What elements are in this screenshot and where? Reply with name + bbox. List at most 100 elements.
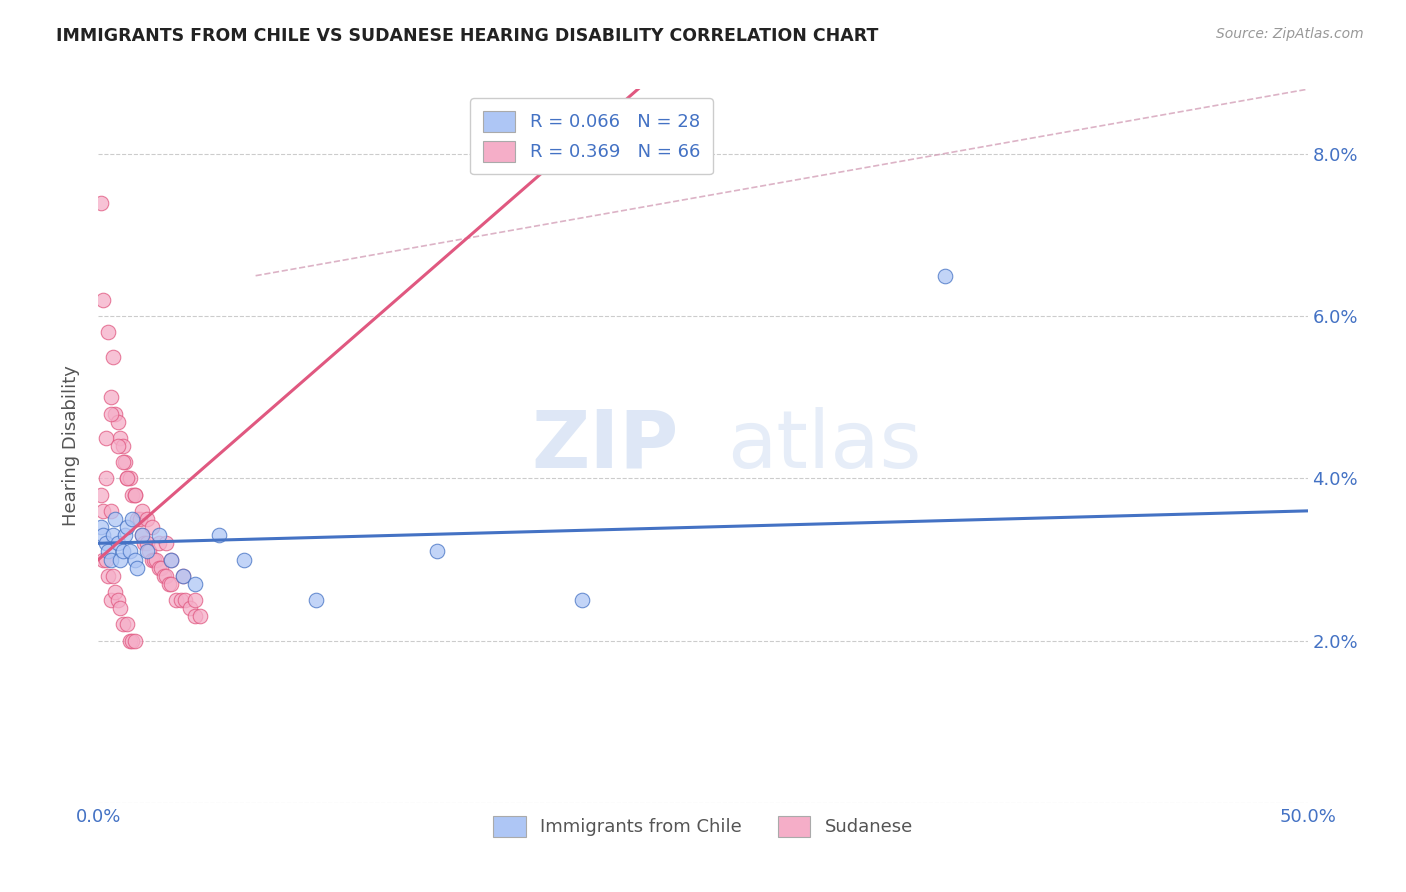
Point <box>188 609 211 624</box>
Point <box>118 633 141 648</box>
Point <box>172 568 194 582</box>
Point <box>104 407 127 421</box>
Point <box>91 504 114 518</box>
Point <box>100 552 122 566</box>
Text: IMMIGRANTS FROM CHILE VS SUDANESE HEARING DISABILITY CORRELATION CHART: IMMIGRANTS FROM CHILE VS SUDANESE HEARIN… <box>56 27 879 45</box>
Point <box>135 536 157 550</box>
Point <box>165 593 187 607</box>
Point <box>108 601 131 615</box>
Point <box>94 431 117 445</box>
Point <box>128 512 150 526</box>
Point <box>135 512 157 526</box>
Text: ZIP: ZIP <box>531 407 679 485</box>
Text: atlas: atlas <box>727 407 921 485</box>
Point <box>124 488 146 502</box>
Point <box>90 520 112 534</box>
Point <box>160 577 183 591</box>
Point <box>124 488 146 502</box>
Point <box>97 568 120 582</box>
Point <box>111 439 134 453</box>
Point <box>155 568 177 582</box>
Point <box>118 544 141 558</box>
Point <box>107 536 129 550</box>
Point <box>305 593 328 607</box>
Point <box>101 528 124 542</box>
Point <box>117 617 139 632</box>
Point <box>101 568 124 582</box>
Point <box>100 593 122 607</box>
Point <box>100 407 122 421</box>
Point <box>232 552 254 566</box>
Point <box>118 471 141 485</box>
Point <box>114 528 136 542</box>
Point <box>135 544 157 558</box>
Point <box>117 520 139 534</box>
Point <box>141 552 163 566</box>
Point <box>107 439 129 453</box>
Point <box>121 633 143 648</box>
Point <box>208 528 231 542</box>
Point <box>141 520 163 534</box>
Point <box>107 593 129 607</box>
Point <box>91 293 114 307</box>
Point <box>131 528 153 542</box>
Point <box>426 544 449 558</box>
Y-axis label: Hearing Disability: Hearing Disability <box>62 366 80 526</box>
Point <box>127 512 149 526</box>
Point <box>148 560 170 574</box>
Point <box>184 577 207 591</box>
Point <box>91 552 114 566</box>
Point <box>111 455 134 469</box>
Point <box>148 528 170 542</box>
Point <box>155 536 177 550</box>
Point <box>143 552 166 566</box>
Point <box>160 552 183 566</box>
Point <box>94 471 117 485</box>
Point <box>184 593 207 607</box>
Point <box>97 326 120 340</box>
Point <box>152 568 174 582</box>
Point <box>107 415 129 429</box>
Point <box>174 593 197 607</box>
Legend: Immigrants from Chile, Sudanese: Immigrants from Chile, Sudanese <box>486 808 920 844</box>
Point <box>114 455 136 469</box>
Point <box>134 536 156 550</box>
Point <box>157 577 180 591</box>
Point <box>100 390 122 404</box>
Point <box>131 504 153 518</box>
Point <box>108 431 131 445</box>
Point <box>150 560 173 574</box>
Point <box>169 593 191 607</box>
Point <box>121 488 143 502</box>
Point <box>104 512 127 526</box>
Point <box>160 552 183 566</box>
Point <box>148 536 170 550</box>
Text: Source: ZipAtlas.com: Source: ZipAtlas.com <box>1216 27 1364 41</box>
Point <box>97 544 120 558</box>
Point <box>101 350 124 364</box>
Point <box>104 585 127 599</box>
Point <box>94 552 117 566</box>
Point <box>184 609 207 624</box>
Point <box>111 617 134 632</box>
Point <box>117 471 139 485</box>
Point <box>145 552 167 566</box>
Point <box>934 268 956 283</box>
Point <box>179 601 201 615</box>
Point <box>94 536 117 550</box>
Point <box>127 560 149 574</box>
Point <box>111 544 134 558</box>
Point <box>90 488 112 502</box>
Point <box>117 471 139 485</box>
Point <box>131 528 153 542</box>
Point <box>124 633 146 648</box>
Point <box>138 544 160 558</box>
Point <box>571 593 593 607</box>
Point <box>121 512 143 526</box>
Point <box>172 568 194 582</box>
Point <box>90 195 112 210</box>
Point <box>100 504 122 518</box>
Point <box>91 528 114 542</box>
Point <box>124 552 146 566</box>
Point <box>108 552 131 566</box>
